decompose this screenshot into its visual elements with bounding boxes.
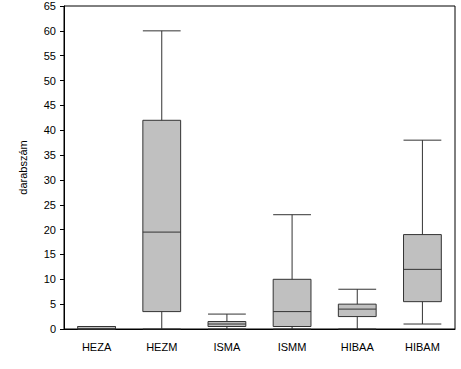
svg-text:60: 60 [44,25,56,37]
svg-text:20: 20 [44,224,56,236]
svg-text:HEZM: HEZM [146,341,177,353]
svg-text:25: 25 [44,199,56,211]
svg-text:40: 40 [44,124,56,136]
svg-text:darabszám: darabszám [17,140,29,194]
svg-text:30: 30 [44,174,56,186]
svg-text:HIBAM: HIBAM [405,341,440,353]
svg-text:65: 65 [44,0,56,12]
svg-text:45: 45 [44,99,56,111]
svg-text:ISMA: ISMA [213,341,241,353]
svg-text:35: 35 [44,149,56,161]
svg-text:10: 10 [44,273,56,285]
svg-text:15: 15 [44,248,56,260]
svg-text:HEZA: HEZA [82,341,112,353]
svg-text:50: 50 [44,75,56,87]
svg-text:HIBAA: HIBAA [341,341,375,353]
svg-text:55: 55 [44,50,56,62]
svg-text:ISMM: ISMM [278,341,307,353]
svg-text:5: 5 [50,298,56,310]
svg-text:0: 0 [50,323,56,335]
